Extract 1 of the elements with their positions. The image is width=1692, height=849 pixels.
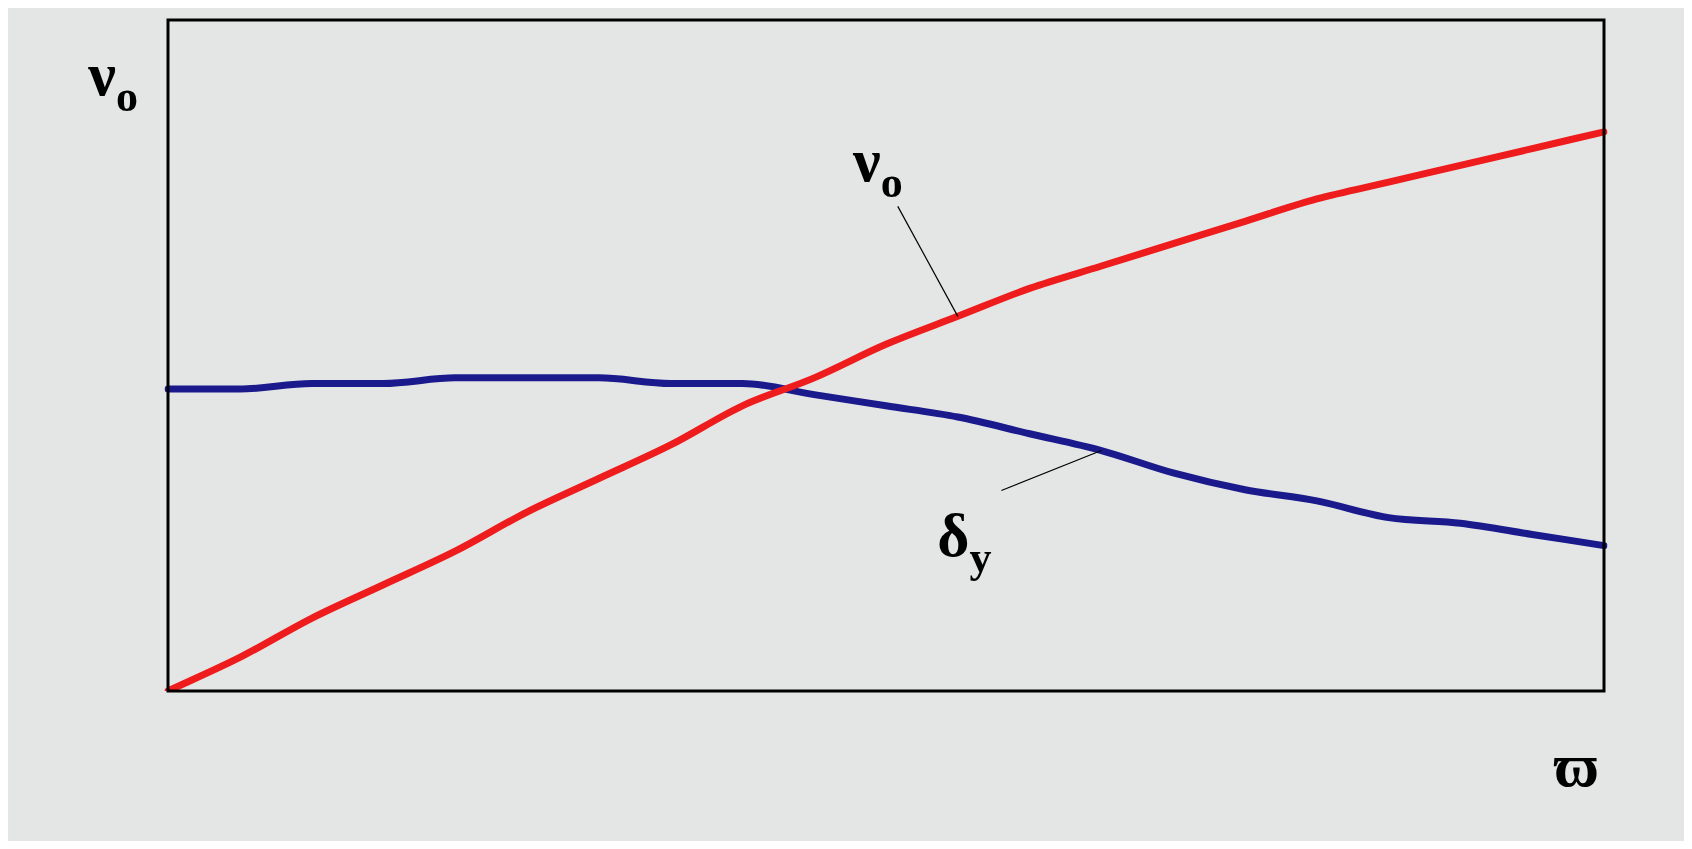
x-axis-title: ϖ [1553,731,1600,799]
